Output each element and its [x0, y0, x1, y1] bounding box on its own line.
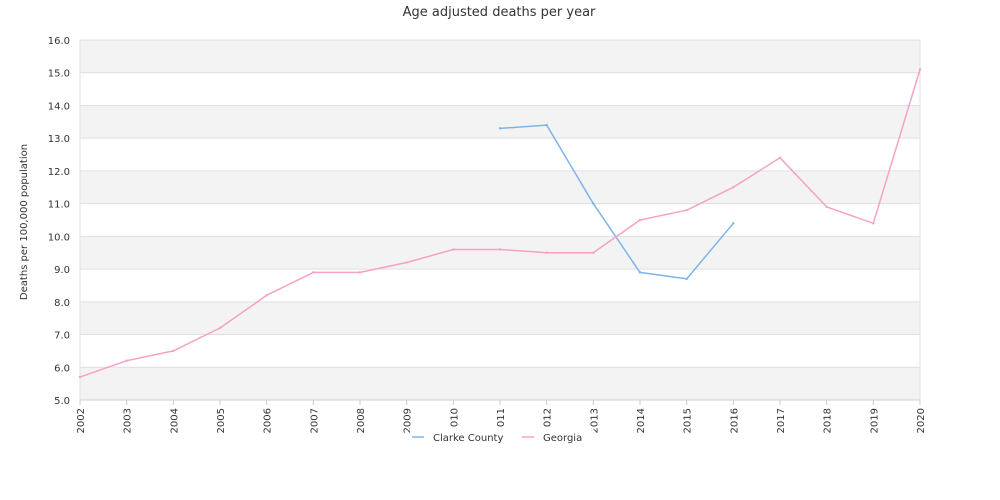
data-point [872, 222, 875, 225]
y-tick-label: 7.0 [54, 331, 70, 342]
y-axis-label: Deaths per 100,000 population [19, 144, 30, 300]
data-point [918, 68, 922, 71]
plot-band [80, 334, 920, 368]
data-point [125, 359, 128, 362]
y-tick-label: 15.0 [48, 69, 70, 80]
x-tick-label: 2015 [683, 408, 694, 433]
data-point [498, 248, 502, 251]
data-point [498, 127, 502, 130]
data-point [685, 277, 688, 281]
data-point [638, 218, 642, 222]
data-point [218, 326, 222, 330]
y-tick-label: 12.0 [48, 167, 70, 178]
x-tick-label: 2007 [309, 408, 320, 433]
data-point [312, 271, 315, 274]
x-tick-label: 2011 [496, 408, 507, 433]
x-tick-label: 2009 [403, 408, 414, 433]
x-tick-label: 2003 [123, 408, 134, 433]
x-tick-label: 2010 [449, 408, 460, 433]
data-point [452, 248, 455, 251]
data-point [778, 156, 782, 160]
legend: Clarke County Georgia [410, 428, 594, 444]
y-tick-label: 5.0 [54, 396, 70, 407]
plot-band [80, 40, 920, 73]
y-tick-label: 13.0 [48, 134, 70, 145]
series-lines [78, 68, 922, 379]
data-point [592, 251, 595, 254]
x-tick-label: 2004 [169, 408, 180, 433]
legend-item-background [410, 428, 523, 441]
plot-band [80, 236, 920, 270]
y-tick-label: 6.0 [54, 363, 70, 374]
x-tick-label: 2005 [216, 408, 227, 433]
data-point [825, 205, 828, 209]
gridlines [79, 39, 921, 401]
chart-title: Age adjusted deaths per year [403, 5, 596, 20]
data-point [78, 375, 82, 379]
x-tick-label: 2016 [729, 408, 740, 433]
data-point [172, 349, 175, 353]
data-point [265, 294, 268, 297]
plot-band [80, 203, 920, 237]
legend-label: Georgia [543, 433, 582, 444]
plot-band [80, 269, 920, 302]
x-axis-ticks: 2002 2003 2004 2005 2006 2007 2008 2009 2010 2011… [76, 400, 927, 433]
x-tick-label: 2017 [776, 408, 787, 433]
y-tick-label: 9.0 [54, 265, 70, 276]
y-tick-label: 10.0 [48, 232, 70, 243]
x-tick-label: 2019 [869, 408, 880, 433]
y-tick-label: 14.0 [48, 101, 70, 112]
y-axis-ticks: 5.0 6.0 7.0 8.0 9.0 10.0 11.0 12.0 13.0 14.0 15.0 1… [48, 36, 70, 407]
x-tick-label: 2002 [76, 408, 87, 433]
x-tick-label: 2014 [636, 408, 647, 433]
data-point [732, 222, 735, 225]
plot-band [80, 72, 920, 106]
y-tick-label: 16.0 [48, 36, 70, 47]
x-tick-label: 2018 [823, 408, 834, 433]
plot-band [80, 105, 920, 139]
data-point [545, 123, 548, 127]
x-tick-label: 2008 [356, 408, 367, 433]
plot-band [80, 170, 920, 204]
x-tick-label: 2013 [589, 408, 600, 433]
data-point [545, 251, 548, 254]
data-point [732, 186, 735, 189]
data-point [638, 271, 642, 274]
y-tick-label: 8.0 [54, 298, 70, 309]
x-tick-label: 2006 [263, 408, 274, 433]
data-point [685, 208, 688, 212]
plot-band [80, 138, 920, 171]
data-point [592, 202, 595, 205]
plot-band [80, 367, 920, 400]
series-line-clarke-county [499, 124, 734, 280]
legend-item-background [520, 428, 594, 441]
legend-label: Clarke County [433, 433, 503, 444]
y-tick-label: 11.0 [48, 200, 70, 211]
data-point [405, 261, 408, 264]
plot-band [80, 301, 920, 335]
x-tick-label: 2012 [543, 408, 554, 433]
plot-background [80, 40, 920, 400]
data-point [358, 271, 362, 274]
x-tick-label: 2020 [916, 408, 927, 433]
